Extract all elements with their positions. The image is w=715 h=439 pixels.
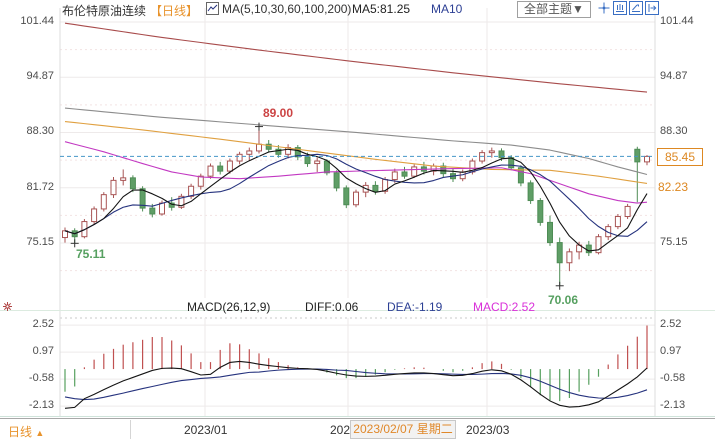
crosshair-icon[interactable] — [597, 1, 611, 15]
macd-settings-icon[interactable] — [2, 301, 13, 312]
macd-dea-value: DEA:-1.19 — [387, 300, 443, 314]
symbol-title: 布伦特原油连续 — [62, 4, 147, 18]
ma5-value-label: MA5:81.25 — [352, 2, 411, 16]
high-price-label: 89.00 — [263, 106, 294, 120]
date-tooltip: 2023/02/07 星期二 — [350, 420, 456, 439]
low-price-label-mar: 70.06 — [548, 293, 579, 307]
time-axis-bar: 日线 ▲ 2023/01 202 2023/02/07 星期二 2023/03 — [0, 418, 715, 439]
price-axis-right-1: 94.87 — [660, 70, 688, 82]
price-axis-right-4: 75.15 — [660, 236, 688, 248]
price-axis-left-3: 81.72 — [26, 181, 54, 193]
period-selector-button[interactable]: 日线 ▲ — [8, 423, 44, 439]
period-tag: 【日线】 — [150, 4, 199, 18]
price-axis-left-0: 101.44 — [20, 15, 54, 27]
price-axis-left-4: 75.15 — [26, 236, 54, 248]
macd-axis-right-0: 2.52 — [660, 318, 682, 330]
price-axis-left-2: 88.30 — [26, 125, 54, 137]
macd-diff-value: DIFF:0.06 — [305, 300, 359, 314]
price-axis-left-1: 94.87 — [26, 70, 54, 82]
zoom-x-axis-icon[interactable] — [613, 1, 627, 15]
triangle-up-icon: ▲ — [35, 428, 45, 438]
macd-axis-right-3: -2.13 — [660, 399, 686, 411]
macd-hist-value: MACD:2.52 — [473, 300, 536, 314]
period-selector-label: 日线 — [8, 425, 33, 439]
ma10-value-label: MA10 — [431, 2, 463, 16]
month-label-jan: 2023/01 — [184, 423, 228, 437]
month-label-mar: 2023/03 — [466, 423, 510, 437]
macd-axis-left-0: 2.52 — [32, 318, 54, 330]
macd-axis-right-2: -0.58 — [660, 372, 686, 384]
mini-chart-icon — [206, 2, 219, 15]
last-price-tag: 85.45 — [657, 148, 703, 166]
low-price-label-dec: 75.11 — [76, 247, 106, 261]
macd-axis-right-1: 0.97 — [660, 345, 682, 357]
ma-group-label[interactable]: MA(5,10,30,60,100,200) — [222, 2, 352, 16]
panel-separator — [0, 310, 715, 311]
zoom-y-axis-icon[interactable] — [629, 1, 643, 15]
ma60-value-tag: 82.23 — [658, 180, 700, 194]
month-label-feb-clipped: 202 — [330, 423, 351, 437]
macd-axis-left-1: 0.97 — [32, 345, 54, 357]
macd-title[interactable]: MACD(26,12,9) — [187, 300, 271, 314]
macd-bottom-separator — [0, 416, 715, 417]
price-axis-right-0: 101.44 — [660, 15, 694, 27]
macd-axis-left-2: -0.58 — [28, 372, 54, 384]
pan-right-icon[interactable] — [645, 1, 659, 15]
price-axis-right-2: 88.30 — [660, 125, 688, 137]
macd-axis-left-3: -2.13 — [28, 399, 54, 411]
theme-dropdown-button[interactable]: 全部主题▼ — [517, 1, 591, 18]
price-chart-canvas[interactable] — [0, 0, 715, 418]
axis-bar-divider — [130, 420, 131, 439]
